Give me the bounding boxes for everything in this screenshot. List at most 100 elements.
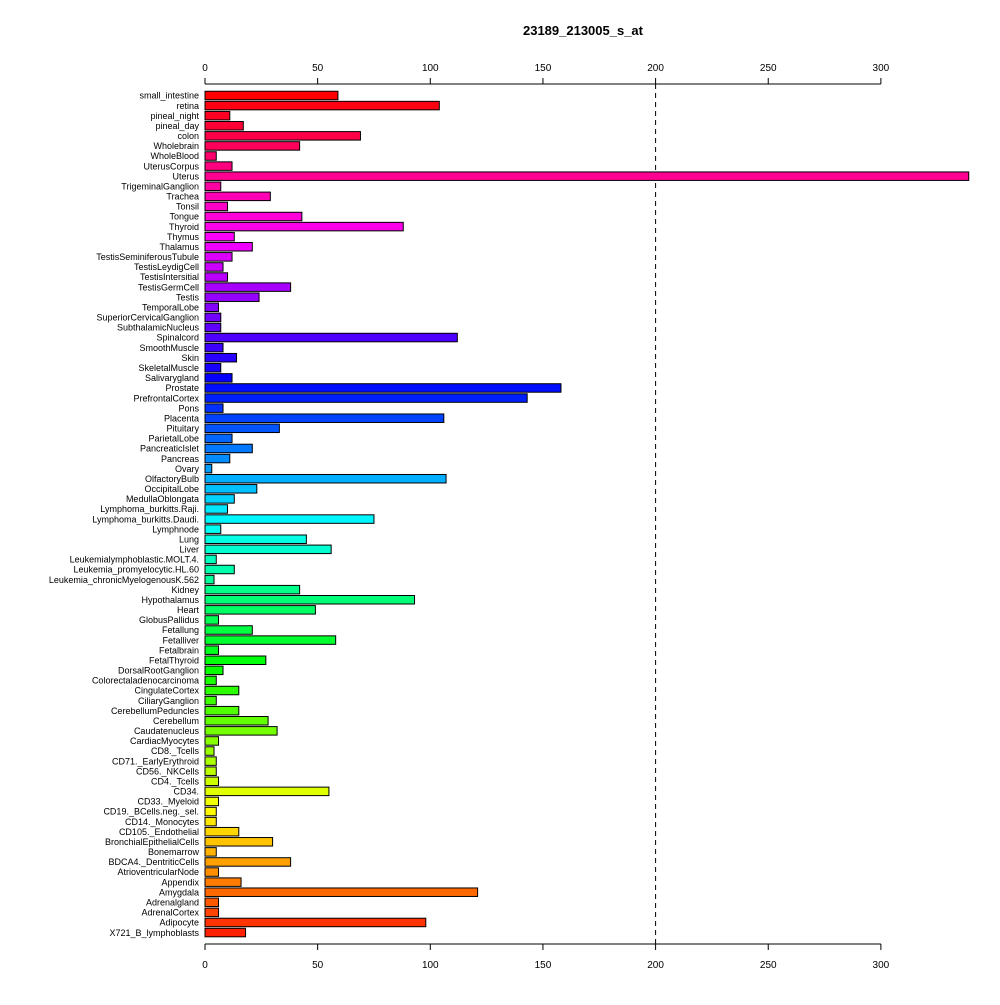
tick-label: 300 [873, 63, 890, 74]
category-label: CD8._Tcells [151, 746, 200, 756]
category-label: pineal_day [155, 121, 199, 131]
category-label: Leukemialymphoblastic.MOLT.4. [70, 555, 199, 565]
axis-bottom: 0 50 100 150 200 250 300 [202, 943, 890, 971]
bar [204, 716, 269, 726]
bar [204, 595, 416, 605]
category-label: DorsalRootGanglion [118, 666, 199, 676]
tick-label: 200 [647, 960, 664, 971]
tick-label: 150 [535, 63, 552, 74]
category-label: Adrenalgland [146, 898, 199, 908]
category-label: ParietalLobe [148, 434, 199, 444]
category-label: pineal_night [150, 111, 199, 121]
bar [204, 171, 970, 181]
bar [204, 685, 240, 696]
axis-top: 0 50 100 150 200 250 300 [202, 63, 890, 85]
category-label: Lymphoma_burkitts.Daudi. [92, 514, 199, 524]
tick-label: 0 [202, 63, 208, 74]
bar [204, 423, 280, 434]
bar [204, 463, 213, 474]
category-label: Bonemarrow [148, 847, 200, 857]
category-label: X721_B_lymphoblasts [109, 928, 199, 938]
category-label: CD105._Endothelial [119, 827, 199, 837]
bar [204, 342, 224, 353]
category-label: Fetallung [162, 625, 199, 635]
category-label: Salivarygland [145, 373, 199, 383]
category-label: TemporalLobe [142, 302, 199, 312]
tick-label: 50 [312, 63, 324, 74]
category-label: Kidney [171, 585, 199, 595]
bar [204, 272, 229, 282]
bar [204, 352, 238, 363]
category-label: TestisLeydigCell [134, 262, 199, 272]
tick-label: 100 [422, 960, 439, 971]
category-label: CD71._EarlyErythroid [112, 756, 199, 766]
category-label: Amygdala [159, 887, 199, 897]
tick-label: 100 [422, 63, 439, 74]
category-label: Lung [179, 534, 199, 544]
bar [204, 837, 274, 847]
bar [204, 373, 233, 383]
bar [204, 746, 215, 756]
category-label: SmoothMuscle [139, 343, 199, 353]
category-label: CD19._BCells.neg._sel. [103, 807, 199, 817]
bar [204, 534, 307, 544]
bar [204, 141, 301, 151]
category-label: CD14._Monocytes [125, 817, 200, 827]
category-label: FetalThyroid [149, 655, 199, 665]
category-label: CD4._Tcells [151, 776, 200, 786]
category-label: Pons [178, 403, 199, 413]
bar [204, 524, 222, 534]
bar [204, 736, 220, 746]
bar [204, 897, 220, 908]
tick-label: 150 [535, 960, 552, 971]
bar [204, 131, 361, 141]
bar [204, 363, 222, 373]
category-label: Adipocyte [159, 918, 199, 928]
bar [204, 776, 220, 787]
category-label: Pancreas [161, 454, 200, 464]
bar [204, 302, 220, 313]
category-label: GlobusPallidus [139, 615, 200, 625]
category-label: Fetalliver [162, 635, 199, 645]
bar [204, 857, 292, 867]
chart-title: 23189_213005_s_at [523, 23, 644, 38]
bar [204, 645, 220, 655]
bar [204, 201, 229, 212]
category-label: UterusCorpus [143, 161, 199, 171]
category-label: colon [177, 131, 199, 141]
bar [204, 847, 217, 857]
category-label: Uterus [172, 171, 199, 181]
category-label: SkeletalMuscle [138, 363, 199, 373]
category-label: Ovary [175, 464, 200, 474]
bar [204, 322, 222, 333]
bar [204, 121, 244, 131]
category-label: Thymus [167, 232, 200, 242]
category-label: SubthalamicNucleus [117, 323, 200, 333]
bar [204, 544, 332, 555]
category-label: Liver [179, 545, 199, 555]
category-label: Appendix [161, 877, 199, 887]
tick-label: 0 [202, 960, 208, 971]
bar [204, 221, 404, 232]
bar [204, 625, 253, 635]
bar [204, 635, 337, 645]
category-label: BDCA4._DentriticCells [108, 857, 199, 867]
bar [204, 564, 235, 575]
bar [204, 877, 242, 887]
category-label: TrigeminalGanglion [121, 181, 199, 191]
bar [204, 252, 233, 262]
bar [204, 181, 222, 192]
bar [204, 292, 260, 302]
bar [204, 473, 447, 484]
category-label: small_intestine [139, 91, 199, 101]
category-label: Prostate [165, 383, 199, 393]
bar [204, 211, 303, 222]
category-label: CiliaryGanglion [138, 696, 199, 706]
bar [204, 494, 235, 504]
bar [204, 191, 271, 202]
bar [204, 917, 427, 928]
category-label: TestisIntersitial [140, 272, 199, 282]
bar [204, 262, 224, 272]
category-label: Caudatenucleus [134, 726, 200, 736]
